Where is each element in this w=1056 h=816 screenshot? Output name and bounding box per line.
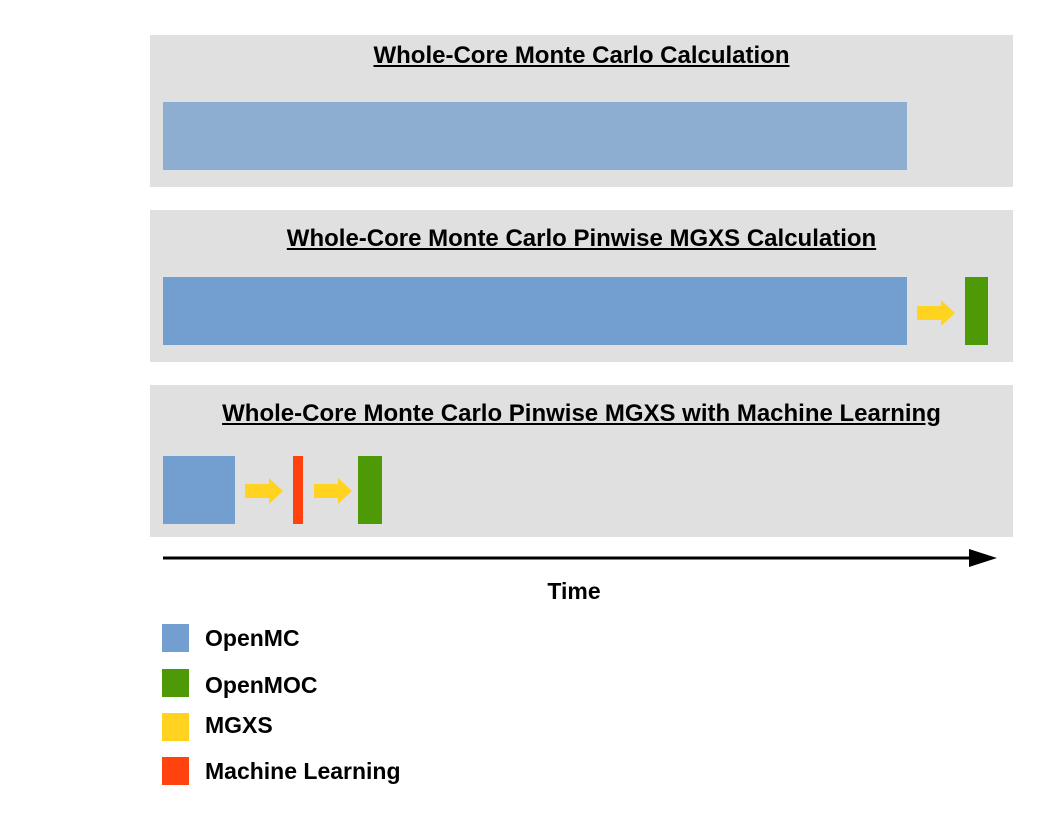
openmoc-block — [965, 277, 988, 345]
panel-whole-core-mc: Whole-Core Monte Carlo Calculation — [150, 35, 1013, 187]
panel-title: Whole-Core Monte Carlo Pinwise MGXS Calc… — [286, 225, 877, 252]
machine-learning-swatch — [162, 757, 189, 785]
panel-ml: Whole-Core Monte Carlo Pinwise MGXS with… — [150, 385, 1013, 537]
mgxs-swatch — [162, 713, 189, 741]
machine-learning-block — [293, 456, 303, 524]
openmoc-block — [358, 456, 382, 524]
legend-label: OpenMC — [205, 625, 300, 651]
legend-label: OpenMOC — [205, 672, 318, 698]
openmc-block — [163, 277, 907, 345]
panel-title: Whole-Core Monte Carlo Pinwise MGXS with… — [222, 400, 941, 427]
mgxs-arrow-icon — [245, 478, 283, 504]
panel-title: Whole-Core Monte Carlo Calculation — [373, 42, 790, 69]
mgxs-arrow-icon — [917, 300, 955, 326]
openmc-block — [163, 102, 907, 170]
panel-pinwise-mgxs: Whole-Core Monte Carlo Pinwise MGXS Calc… — [150, 210, 1013, 362]
legend-label: MGXS — [205, 712, 273, 738]
mgxs-arrow-icon — [314, 478, 352, 504]
time-axis-arrow-icon — [163, 549, 997, 567]
time-axis-label: Time — [547, 578, 601, 604]
openmoc-swatch — [162, 669, 189, 697]
legend-label: Machine Learning — [205, 758, 401, 784]
openmc-swatch — [162, 624, 189, 652]
openmc-block — [163, 456, 235, 524]
